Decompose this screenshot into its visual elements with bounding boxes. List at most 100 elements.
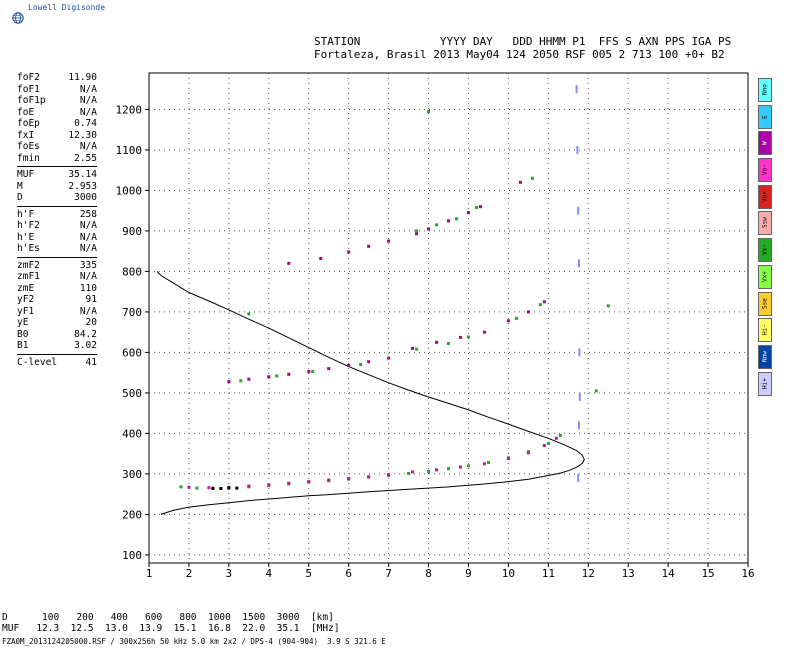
param-row: foF2 11.90 — [17, 72, 97, 84]
param-name: foF1p — [17, 95, 46, 106]
echo-point — [311, 369, 315, 373]
echo-point — [187, 485, 191, 489]
muf-value: 13.0 — [93, 623, 128, 634]
echo-point — [347, 250, 351, 254]
param-row: foEp 0.74 — [17, 118, 97, 130]
legend-item-hi: Hi+ — [758, 371, 772, 396]
y-tick-label: 1100 — [116, 144, 143, 157]
echo-point — [387, 356, 391, 360]
muf-values-row: MUF 12.3 12.5 13.0 13.9 15.1 16.8 22.0 3… — [2, 623, 340, 634]
param-row: C-level 41 — [17, 357, 97, 369]
echo-point — [474, 205, 478, 209]
echo-point — [447, 467, 450, 471]
echo-point — [577, 473, 580, 482]
x-tick-label: 2 — [186, 567, 193, 580]
echo-point — [577, 259, 580, 268]
param-value: 110 — [79, 282, 97, 294]
y-tick-label: 1200 — [116, 103, 143, 116]
param-row: B0 84.2 — [17, 329, 97, 341]
echo-point — [275, 374, 279, 378]
echo-point — [179, 485, 183, 489]
echo-point — [219, 486, 223, 490]
echo-point — [207, 486, 211, 490]
echo-point — [526, 310, 530, 314]
legend-item-sse: Sse — [758, 291, 772, 316]
param-value: 2.55 — [74, 152, 97, 164]
echo-point — [367, 244, 371, 248]
muf-d-value: 600 — [127, 612, 163, 623]
param-name: fmin — [17, 152, 40, 164]
muf-d-value: 1500 — [230, 612, 266, 623]
param-value: 12.30 — [68, 129, 97, 141]
param-value: N/A — [79, 231, 97, 243]
scaled-parameters-panel: foF2 11.90 foF1 N/A foF1p N/A foE N/A foEp 0.74 fx… — [17, 72, 97, 368]
param-value: 41 — [85, 356, 97, 368]
y-tick-label: 1000 — [116, 184, 143, 197]
echo-point — [239, 379, 243, 383]
param-name: yF1 — [17, 305, 35, 317]
x-tick-label: 7 — [385, 567, 392, 580]
param-row: h'F 258 — [17, 209, 97, 221]
echo-point — [578, 392, 581, 401]
muf-unit: [MHz] — [299, 623, 340, 634]
param-row: fxI 12.30 — [17, 130, 97, 142]
param-name: yE — [17, 317, 29, 328]
x-tick-label: 12 — [582, 567, 595, 580]
param-value: N/A — [79, 141, 97, 152]
param-value: 3.02 — [74, 340, 97, 351]
legend-item-vx: Vx- — [758, 238, 772, 263]
muf-d-value: 100 — [24, 612, 60, 623]
x-tick-label: 15 — [701, 567, 714, 580]
param-value: 35.14 — [68, 169, 97, 180]
param-name: foEp — [17, 118, 40, 129]
echo-point — [195, 486, 199, 490]
param-row: foEs N/A — [17, 141, 97, 153]
echo-point — [415, 347, 419, 351]
echo-point — [367, 475, 371, 479]
echo-point — [594, 389, 598, 393]
param-row: h'F2 N/A — [17, 220, 97, 232]
echo-point — [486, 461, 490, 465]
logo: Lowell Digisonde — [6, 2, 166, 26]
param-value: 3000 — [74, 192, 97, 203]
muf-d-value: 1000 — [196, 612, 231, 623]
echo-point — [427, 227, 431, 231]
param-separator — [17, 353, 97, 355]
echo-point — [482, 330, 486, 334]
muf-value: 16.8 — [196, 623, 231, 634]
param-separator — [17, 256, 97, 258]
legend-item-ssw: Ssw — [758, 211, 772, 236]
legend-item-vx: Vx+ — [758, 264, 772, 289]
echo-point — [287, 372, 291, 376]
echo-point — [466, 464, 470, 468]
echo-point — [458, 465, 462, 469]
echo-point — [415, 232, 419, 236]
echo-point — [427, 469, 431, 473]
legend-item-vo: Vo+ — [758, 184, 772, 209]
param-separator — [17, 205, 97, 207]
param-row: yE 20 — [17, 317, 97, 329]
muf-d-label: D — [2, 612, 25, 623]
echo-point — [530, 176, 534, 180]
echo-point — [387, 473, 391, 477]
param-name: foF2 — [17, 72, 40, 83]
param-row: h'E N/A — [17, 232, 97, 244]
param-row: MUF 35.14 — [17, 169, 97, 181]
echo-point — [247, 312, 251, 316]
y-tick-label: 300 — [122, 468, 142, 481]
param-separator — [17, 166, 97, 167]
echo-point — [454, 217, 458, 221]
y-tick-label: 200 — [122, 508, 142, 521]
echo-point — [435, 468, 439, 472]
echo-point — [576, 145, 579, 154]
echo-point — [415, 229, 419, 233]
param-row: M 2.953 — [17, 181, 97, 193]
legend-item-nnw: Nnw — [758, 344, 772, 369]
y-tick-label: 500 — [122, 387, 142, 400]
legend-item-w: W — [758, 131, 772, 156]
legend-item-vo: Vo- — [758, 158, 772, 183]
header-values: Fortaleza, Brasil 2013 May04 124 2050 RS… — [314, 48, 725, 61]
param-value: N/A — [79, 271, 97, 282]
plot-frame — [148, 72, 749, 564]
y-tick-label: 100 — [122, 549, 142, 562]
